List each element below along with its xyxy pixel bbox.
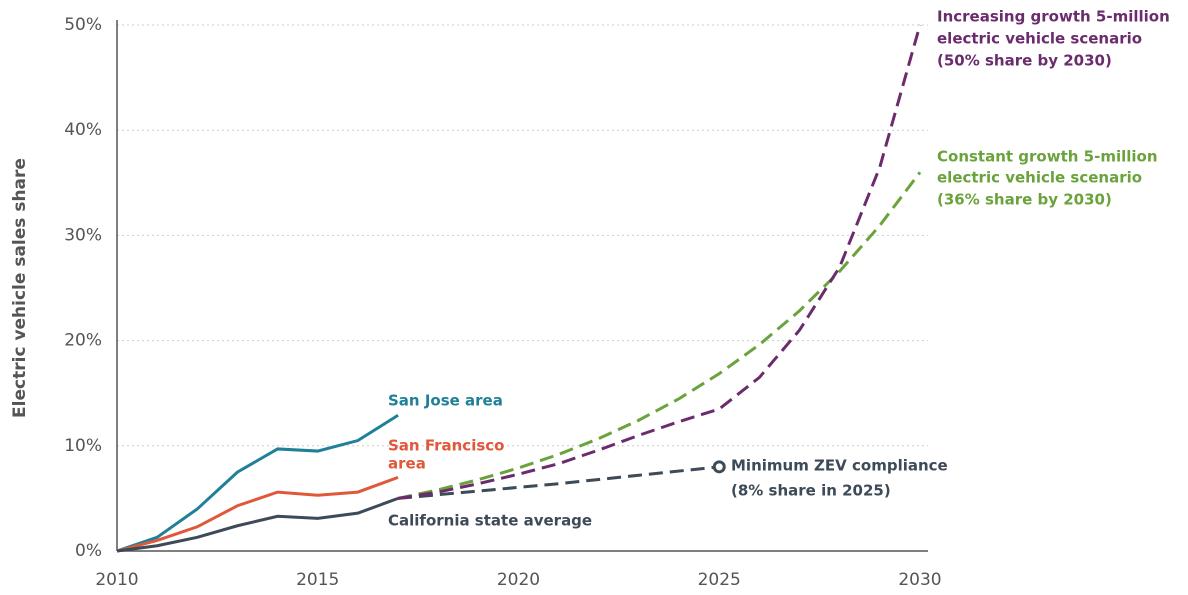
series-label: San Francisco [388,437,504,455]
x-tick-label: 2010 [95,570,138,590]
y-tick-label: 40% [64,120,102,140]
x-tick-label: 2025 [698,570,741,590]
series-label: area [388,455,426,473]
y-tick-label: 30% [64,225,102,245]
series-label: Increasing growth 5-million [937,8,1170,26]
series-label: electric vehicle scenario [937,30,1142,48]
series-label: San Jose area [388,392,503,410]
series-label: (8% share in 2025) [731,482,891,500]
series-label: Minimum ZEV compliance [731,457,948,475]
series-line [116,496,399,553]
y-axis-label: Electric vehicle sales share [10,158,30,418]
y-tick-label: 50% [64,15,102,35]
x-tick-label: 2020 [497,570,540,590]
series-label: (50% share by 2030) [937,52,1112,70]
series-label: (36% share by 2030) [937,191,1112,209]
x-tick-label: 2030 [898,570,941,590]
end-marker [712,460,726,474]
series-line [116,414,399,553]
y-tick-label: 20% [64,331,102,351]
series-label: electric vehicle scenario [937,169,1142,187]
y-tick-label: 10% [64,436,102,456]
series-label: Constant growth 5-million [937,148,1158,166]
series-line [116,475,399,553]
series-label: California state average [388,512,592,530]
x-tick-label: 2015 [296,570,339,590]
series-line [397,24,922,500]
series-line [397,465,720,500]
y-tick-label: 0% [75,541,102,561]
